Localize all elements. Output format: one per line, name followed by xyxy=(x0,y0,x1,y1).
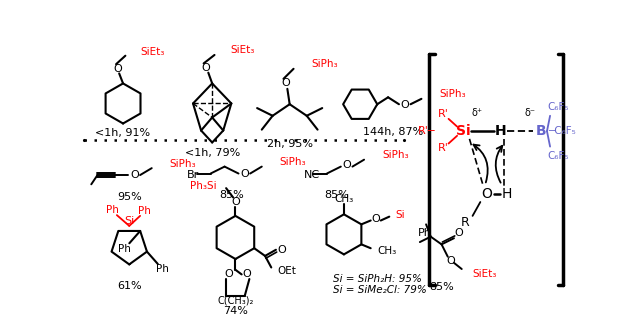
Text: O: O xyxy=(343,160,351,170)
Text: O: O xyxy=(130,170,139,180)
Text: Si = SiPh₂H: 95%: Si = SiPh₂H: 95% xyxy=(333,274,422,284)
Text: δ⁻: δ⁻ xyxy=(524,108,536,118)
Text: SiPh₃: SiPh₃ xyxy=(382,150,408,160)
Text: SiPh₃: SiPh₃ xyxy=(439,89,466,99)
Text: 74%: 74% xyxy=(223,306,248,317)
Text: NC: NC xyxy=(304,170,320,180)
Text: Si = SiMe₂Cl: 79%: Si = SiMe₂Cl: 79% xyxy=(333,285,427,295)
Text: 85%: 85% xyxy=(324,190,350,200)
Text: O: O xyxy=(481,187,492,201)
Text: O: O xyxy=(401,100,410,110)
Text: CH₃: CH₃ xyxy=(377,246,396,256)
Text: R': R' xyxy=(438,109,449,119)
Text: Ph: Ph xyxy=(118,244,131,254)
Text: Ph: Ph xyxy=(418,228,432,238)
Text: O: O xyxy=(113,64,122,74)
Text: OEt: OEt xyxy=(278,266,297,276)
Text: Ph: Ph xyxy=(106,206,119,215)
Text: 2h, 95%: 2h, 95% xyxy=(267,139,313,149)
Text: C₆F₅: C₆F₅ xyxy=(547,101,569,112)
Text: B: B xyxy=(536,124,546,138)
Text: Ph: Ph xyxy=(138,206,151,216)
Text: C₆F₅: C₆F₅ xyxy=(547,151,569,161)
Text: 85%: 85% xyxy=(219,190,244,200)
Text: Br: Br xyxy=(187,170,199,180)
Text: Ph: Ph xyxy=(156,264,169,274)
Text: <1h, 79%: <1h, 79% xyxy=(184,148,240,158)
Text: SiEt₃: SiEt₃ xyxy=(140,47,165,57)
Text: H: H xyxy=(495,124,506,138)
Text: R: R xyxy=(461,215,469,228)
Text: 95%: 95% xyxy=(117,192,143,202)
Text: ─C₆F₅: ─C₆F₅ xyxy=(548,126,576,136)
Text: O: O xyxy=(240,169,249,178)
Text: O: O xyxy=(454,228,463,238)
Text: O: O xyxy=(281,78,290,88)
Text: CH₃: CH₃ xyxy=(334,194,353,204)
Text: O: O xyxy=(372,214,380,224)
Text: SiEt₃: SiEt₃ xyxy=(231,45,255,55)
Text: Si: Si xyxy=(396,210,405,220)
Text: SiPh₃: SiPh₃ xyxy=(170,159,196,169)
Text: 61%: 61% xyxy=(117,281,141,291)
Text: O: O xyxy=(447,256,455,266)
Text: SiEt₃: SiEt₃ xyxy=(473,268,497,279)
Text: C(CH₃)₂: C(CH₃)₂ xyxy=(217,296,254,305)
Text: SiPh₃: SiPh₃ xyxy=(311,59,338,69)
Text: R': R' xyxy=(438,143,449,153)
Text: 85%: 85% xyxy=(429,282,454,292)
Text: O: O xyxy=(225,269,233,280)
Text: <1h, 91%: <1h, 91% xyxy=(95,128,151,138)
Text: R'─: R'─ xyxy=(418,126,435,136)
Text: O: O xyxy=(231,197,240,207)
Text: Si: Si xyxy=(456,124,471,138)
Text: SiPh₃: SiPh₃ xyxy=(280,157,306,167)
Text: Si: Si xyxy=(124,216,134,226)
Text: 144h, 87%: 144h, 87% xyxy=(363,127,423,137)
Text: O: O xyxy=(278,245,286,255)
Text: H: H xyxy=(502,187,512,201)
Text: Ph₃Si: Ph₃Si xyxy=(190,181,217,191)
Text: O: O xyxy=(201,63,210,73)
Text: O: O xyxy=(242,269,251,280)
Text: δ⁺: δ⁺ xyxy=(471,108,483,118)
